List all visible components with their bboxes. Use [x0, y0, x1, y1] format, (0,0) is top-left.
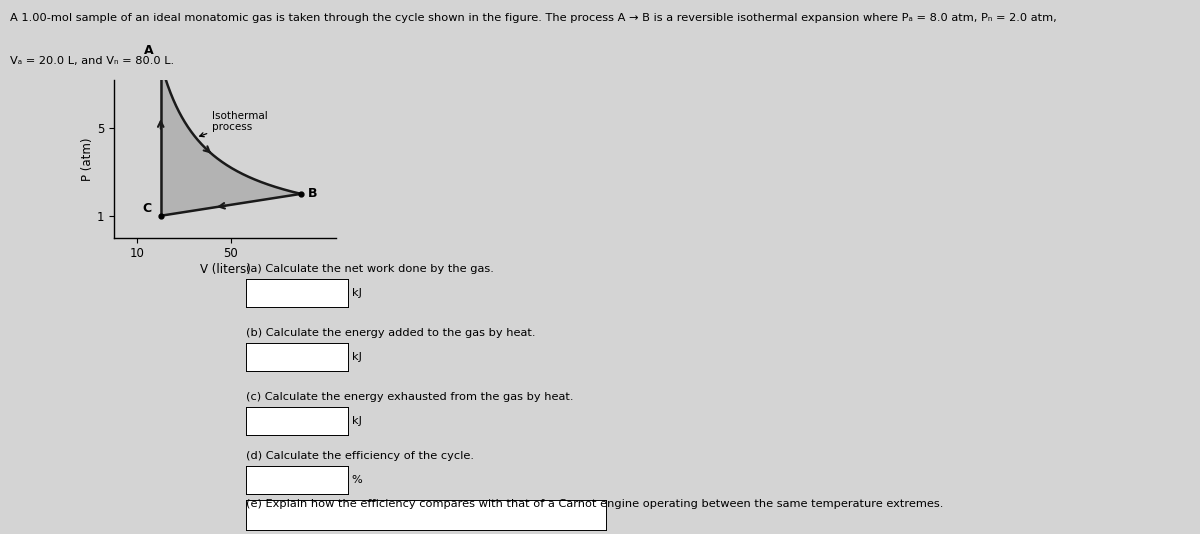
Text: (d) Calculate the efficiency of the cycle.: (d) Calculate the efficiency of the cycl…	[246, 451, 474, 461]
Text: Vₐ = 20.0 L, and Vₙ = 80.0 L.: Vₐ = 20.0 L, and Vₙ = 80.0 L.	[10, 56, 174, 66]
Text: kJ: kJ	[352, 352, 361, 362]
Y-axis label: P (atm): P (atm)	[82, 137, 94, 180]
X-axis label: V (liters): V (liters)	[199, 263, 251, 276]
Text: (a) Calculate the net work done by the gas.: (a) Calculate the net work done by the g…	[246, 264, 494, 274]
Text: %: %	[352, 475, 362, 485]
Polygon shape	[161, 62, 301, 216]
Text: B: B	[308, 187, 318, 200]
Text: A: A	[144, 44, 154, 57]
Text: C: C	[143, 202, 151, 215]
Text: (b) Calculate the energy added to the gas by heat.: (b) Calculate the energy added to the ga…	[246, 328, 535, 339]
Text: kJ: kJ	[352, 288, 361, 298]
Text: kJ: kJ	[352, 417, 361, 426]
Text: (e) Explain how the efficiency compares with that of a Carnot engine operating b: (e) Explain how the efficiency compares …	[246, 499, 943, 509]
Text: Isothermal
process: Isothermal process	[199, 111, 268, 137]
Text: A 1.00-mol sample of an ideal monatomic gas is taken through the cycle shown in : A 1.00-mol sample of an ideal monatomic …	[10, 13, 1056, 23]
Text: (c) Calculate the energy exhausted from the gas by heat.: (c) Calculate the energy exhausted from …	[246, 392, 574, 403]
